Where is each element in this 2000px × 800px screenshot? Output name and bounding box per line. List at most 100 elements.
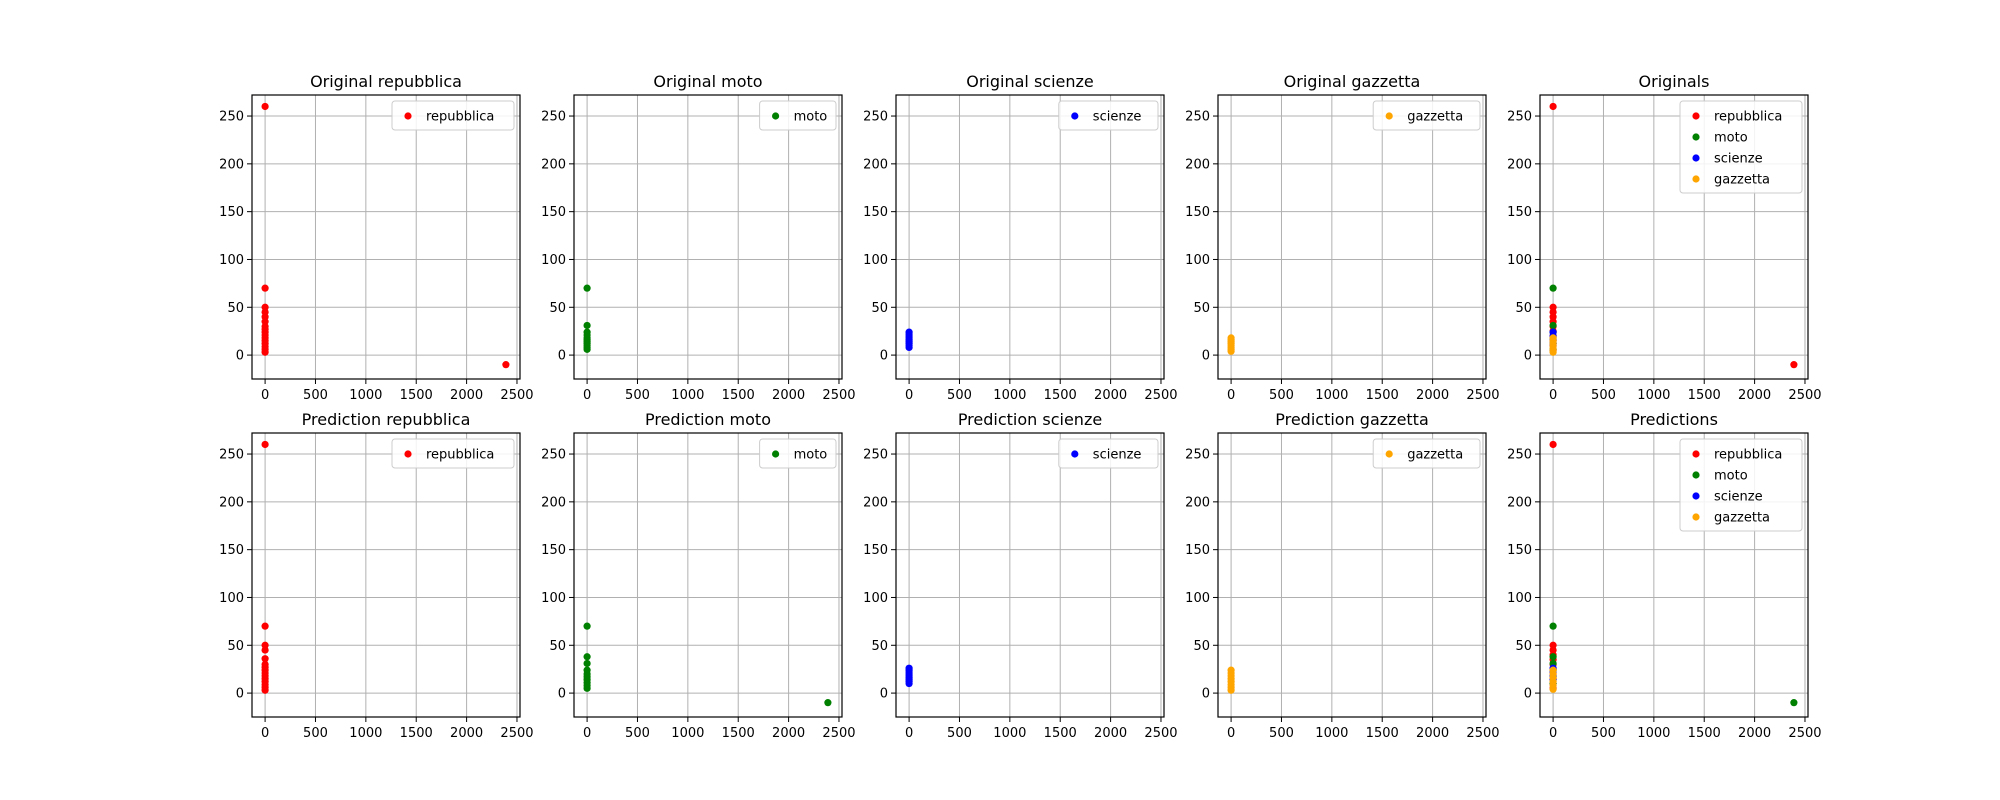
- legend: repubblica: [391, 100, 515, 131]
- y-tick-label: 50: [227, 639, 244, 654]
- legend-box: [1372, 438, 1481, 469]
- y-tick-label: 0: [236, 349, 244, 364]
- series-gazzetta: [1549, 334, 1557, 356]
- x-tick-label: 500: [1591, 726, 1616, 741]
- x-tick-label: 500: [303, 388, 328, 403]
- x-tick-label: 0: [1549, 388, 1557, 403]
- subplot-title: Original moto: [653, 72, 762, 91]
- legend-box: [1058, 100, 1159, 131]
- series-gazzetta: [1227, 334, 1235, 355]
- data-point: [905, 679, 913, 688]
- data-point: [261, 440, 269, 449]
- subplot-title: Original repubblica: [310, 72, 462, 91]
- x-tick-label: 1000: [1315, 726, 1348, 741]
- legend-label: scienze: [1714, 152, 1763, 167]
- x-tick-label: 2000: [1094, 388, 1127, 403]
- series-scienze: [905, 664, 913, 688]
- axes-frame: [573, 94, 843, 380]
- y-tick-label: 100: [541, 253, 566, 268]
- data-point: [261, 622, 269, 630]
- data-point: [583, 284, 591, 292]
- y-tick-label: 250: [1185, 110, 1210, 125]
- y-tick-label: 150: [1185, 205, 1210, 220]
- subplot-7: Prediction moto 0 500 1000 1500 2000 2500 0 50 10…: [541, 410, 855, 741]
- x-tick-label: 500: [1269, 388, 1294, 403]
- legend-marker: [1071, 112, 1079, 120]
- x-tick-label: 1500: [722, 726, 755, 741]
- x-tick-label: 500: [625, 388, 650, 403]
- subplot-5: Originals 0 500 1000 1500 2000 2500 0 50 100 150 20…: [1507, 72, 1821, 403]
- y-tick-label: 150: [863, 543, 888, 558]
- x-tick-label: 1500: [1688, 388, 1721, 403]
- y-tick-label: 200: [1185, 157, 1210, 172]
- y-tick-label: 250: [1185, 448, 1210, 463]
- data-point: [1549, 321, 1557, 330]
- y-tick-label: 200: [541, 157, 566, 172]
- x-tick-label: 0: [261, 726, 269, 741]
- series-scienze: [905, 328, 913, 352]
- x-tick-label: 500: [303, 726, 328, 741]
- legend-label: moto: [1714, 469, 1748, 484]
- y-tick-label: 200: [219, 495, 244, 510]
- x-tick-label: 500: [947, 388, 972, 403]
- y-tick-label: 50: [1515, 639, 1532, 654]
- data-point: [1227, 347, 1235, 355]
- y-tick-label: 150: [1185, 543, 1210, 558]
- legend: gazzetta: [1372, 100, 1481, 131]
- x-tick-label: 2500: [1788, 388, 1821, 403]
- x-tick-label: 1500: [722, 388, 755, 403]
- y-tick-label: 100: [1507, 591, 1532, 606]
- data-point: [261, 102, 269, 111]
- axes-frame: [895, 432, 1165, 718]
- x-tick-label: 2000: [450, 388, 483, 403]
- legend-marker: [1692, 154, 1700, 162]
- y-tick-label: 0: [558, 349, 566, 364]
- y-tick-label: 100: [219, 591, 244, 606]
- x-tick-label: 0: [583, 726, 591, 741]
- legend-label: gazzetta: [1714, 173, 1770, 188]
- x-tick-label: 500: [1269, 726, 1294, 741]
- y-tick-label: 0: [1202, 687, 1210, 702]
- data-point: [1549, 653, 1557, 661]
- legend-marker: [1692, 112, 1700, 120]
- subplot-title: Original gazzetta: [1284, 72, 1421, 91]
- subplot-2: Original moto 0 500 1000 1500 2000 2500 0 50 100 1…: [541, 72, 855, 403]
- data-point: [261, 686, 269, 694]
- legend-marker: [404, 450, 412, 458]
- x-tick-label: 1000: [993, 388, 1026, 403]
- y-tick-label: 50: [871, 301, 888, 316]
- axes-frame: [251, 94, 521, 380]
- x-tick-label: 1500: [1366, 388, 1399, 403]
- y-tick-label: 250: [219, 448, 244, 463]
- subplot-title: Predictions: [1630, 410, 1718, 429]
- data-point: [1790, 361, 1798, 369]
- x-tick-label: 0: [261, 388, 269, 403]
- x-tick-label: 1000: [671, 388, 704, 403]
- axes-frame: [1539, 432, 1809, 718]
- legend-box: [759, 438, 837, 469]
- y-tick-label: 150: [541, 205, 566, 220]
- x-tick-label: 1500: [1688, 726, 1721, 741]
- y-tick-label: 50: [1515, 301, 1532, 316]
- x-tick-label: 2500: [1466, 388, 1499, 403]
- data-point: [1549, 440, 1557, 449]
- legend-box: [1679, 100, 1803, 194]
- x-tick-label: 2500: [500, 726, 533, 741]
- x-tick-label: 0: [1549, 726, 1557, 741]
- data-point: [261, 646, 269, 654]
- x-tick-label: 2500: [500, 388, 533, 403]
- x-tick-label: 2000: [1094, 726, 1127, 741]
- x-tick-label: 1000: [671, 726, 704, 741]
- x-tick-label: 0: [1227, 726, 1235, 741]
- legend: scienze: [1058, 100, 1159, 131]
- series-gazzetta: [1227, 666, 1235, 694]
- legend-box: [1372, 100, 1481, 131]
- x-tick-label: 1500: [1366, 726, 1399, 741]
- y-tick-label: 100: [541, 591, 566, 606]
- legend-label: gazzetta: [1407, 448, 1463, 463]
- data-point: [1790, 699, 1798, 707]
- x-tick-label: 1500: [1044, 388, 1077, 403]
- legend-label: scienze: [1093, 110, 1142, 125]
- y-tick-label: 250: [863, 448, 888, 463]
